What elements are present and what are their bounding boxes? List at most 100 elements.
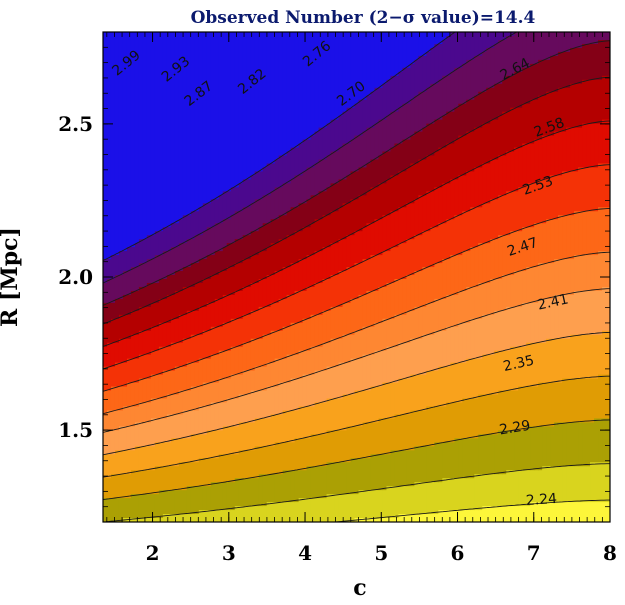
contour-band: [274, 219, 280, 244]
contour-band: [238, 211, 244, 240]
contour-band: [434, 330, 439, 372]
contour-band: [486, 87, 491, 125]
contour-band: [470, 171, 475, 208]
contour-band: [190, 239, 196, 264]
contour-band: [514, 470, 519, 507]
contour-band: [414, 374, 419, 412]
contour-band: [502, 275, 507, 312]
contour-band: [574, 127, 579, 173]
contour-band: [330, 398, 336, 431]
contour-band: [218, 223, 224, 252]
contour-band: [498, 506, 503, 522]
contour-band: [462, 251, 467, 292]
contour-band: [386, 418, 392, 455]
contour-band: [430, 191, 435, 228]
contour-band: [386, 318, 392, 348]
contour-band: [178, 314, 184, 344]
contour-band: [558, 215, 563, 260]
contour-band: [558, 87, 563, 133]
contour-band: [350, 32, 356, 109]
contour-band: [410, 486, 415, 515]
contour-band: [190, 286, 196, 312]
contour-band: [206, 358, 212, 384]
contour-band: [302, 350, 308, 376]
contour-band: [158, 418, 164, 443]
contour-band: [370, 223, 376, 256]
contour-band: [258, 171, 264, 200]
contour-band: [554, 294, 559, 340]
contour-band: [222, 247, 228, 272]
contour-band: [526, 342, 531, 388]
contour-band: [462, 175, 467, 212]
contour-band: [482, 51, 487, 93]
contour-band: [390, 147, 396, 177]
contour-band: [270, 414, 276, 447]
contour-band: [222, 350, 228, 380]
contour-band: [394, 111, 400, 145]
contour-band: [434, 187, 439, 228]
contour-band: [310, 255, 316, 288]
contour-band: [586, 167, 591, 212]
contour-band: [266, 247, 272, 276]
contour-band: [406, 67, 411, 105]
contour-band: [334, 211, 340, 244]
contour-band: [362, 326, 368, 356]
contour-band: [338, 207, 344, 240]
contour-band: [198, 486, 204, 511]
contour-band: [378, 255, 384, 288]
contour-band: [598, 462, 603, 503]
contour-band: [238, 183, 244, 212]
contour-band: [362, 227, 368, 260]
contour-band: [550, 502, 555, 522]
contour-band: [582, 79, 587, 125]
contour-band: [586, 255, 591, 292]
contour-band: [246, 370, 252, 396]
contour-band: [246, 286, 252, 316]
contour-band: [138, 470, 144, 495]
contour-band: [550, 219, 555, 264]
contour-band: [422, 159, 427, 196]
contour-band: [514, 346, 519, 392]
contour-band: [354, 458, 360, 495]
contour-band: [474, 167, 479, 208]
contour-band: [574, 290, 579, 336]
contour-band: [498, 390, 503, 431]
contour-band: [434, 442, 439, 483]
contour-band: [562, 502, 567, 522]
contour-band: [106, 259, 112, 280]
contour-band: [190, 514, 196, 522]
contour-band: [302, 227, 308, 260]
contour-band: [522, 386, 527, 431]
contour-band: [402, 139, 407, 173]
contour-band: [174, 247, 180, 272]
contour-band: [598, 374, 603, 420]
contour-band: [190, 211, 196, 240]
contour-band: [230, 215, 236, 244]
contour-band: [366, 163, 372, 192]
contour-band: [382, 382, 388, 420]
contour-band: [534, 470, 539, 503]
contour-band: [450, 442, 455, 479]
contour-band: [422, 410, 427, 447]
contour-band: [374, 159, 380, 188]
contour-band: [374, 290, 380, 324]
contour-band: [274, 358, 280, 388]
contour-band: [154, 418, 160, 443]
contour-band: [494, 199, 499, 240]
contour-band: [426, 446, 431, 483]
contour-band: [246, 32, 252, 180]
contour-band: [506, 306, 511, 352]
contour-band: [566, 171, 571, 216]
contour-band: [434, 227, 439, 264]
contour-band: [354, 426, 360, 459]
contour-band: [206, 430, 212, 459]
contour-band: [106, 478, 112, 499]
contour-band: [290, 322, 296, 356]
contour-band: [582, 32, 587, 45]
contour-band: [538, 382, 543, 427]
contour-band: [278, 215, 284, 240]
contour-band: [514, 32, 519, 73]
contour-band: [154, 32, 160, 232]
contour-band: [206, 406, 212, 431]
contour-band: [526, 183, 531, 228]
